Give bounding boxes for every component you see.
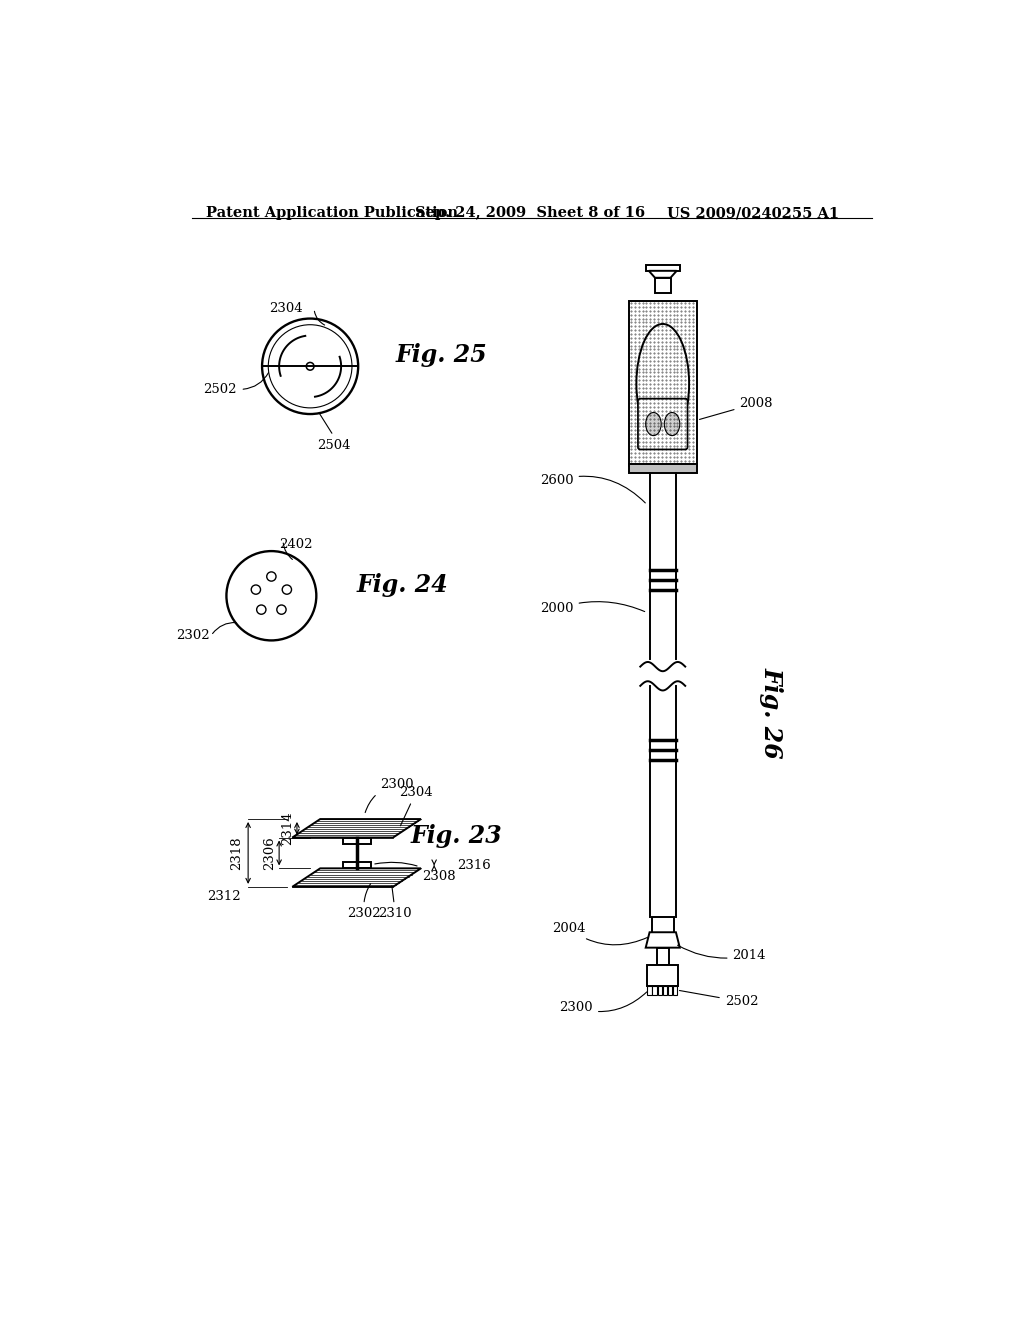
Bar [668, 986, 673, 995]
Ellipse shape [636, 323, 689, 444]
Polygon shape [646, 264, 680, 271]
Bar [652, 986, 656, 995]
Ellipse shape [665, 412, 680, 436]
Text: 2014: 2014 [678, 945, 766, 962]
Bar [629, 465, 697, 473]
Text: 2502: 2502 [680, 990, 758, 1008]
Polygon shape [292, 818, 421, 838]
Text: 2502: 2502 [203, 383, 237, 396]
Text: Fig. 25: Fig. 25 [395, 343, 487, 367]
Polygon shape [649, 271, 677, 277]
FancyBboxPatch shape [638, 399, 687, 449]
Ellipse shape [646, 412, 662, 436]
Text: 2302: 2302 [176, 630, 209, 643]
Bar [657, 986, 662, 995]
Text: 2402: 2402 [280, 539, 312, 550]
Bar [647, 986, 651, 995]
Text: 2504: 2504 [316, 440, 350, 453]
Bar [656, 948, 669, 965]
Bar [673, 986, 678, 995]
Polygon shape [343, 838, 371, 843]
Text: 2600: 2600 [540, 474, 645, 503]
Text: Patent Application Publication: Patent Application Publication [206, 206, 458, 220]
Text: 2318: 2318 [230, 836, 244, 870]
Bar [629, 301, 697, 466]
Text: Sep. 24, 2009  Sheet 8 of 16: Sep. 24, 2009 Sheet 8 of 16 [415, 206, 645, 220]
Bar [647, 965, 678, 986]
Text: Fig. 26: Fig. 26 [759, 667, 783, 759]
Bar [655, 277, 671, 293]
Text: 2314: 2314 [282, 812, 295, 845]
Text: US 2009/0240255 A1: US 2009/0240255 A1 [667, 206, 839, 220]
Circle shape [306, 363, 314, 370]
Polygon shape [343, 862, 371, 869]
Text: Fig. 24: Fig. 24 [356, 573, 449, 597]
Text: 2302: 2302 [347, 884, 381, 920]
Bar [663, 986, 668, 995]
Text: Fig. 23: Fig. 23 [411, 825, 503, 849]
Text: 2304: 2304 [399, 785, 433, 826]
Text: 2308: 2308 [375, 862, 456, 883]
Polygon shape [292, 869, 421, 887]
Text: 2316: 2316 [458, 859, 492, 871]
Text: 2000: 2000 [540, 602, 645, 615]
Text: 2310: 2310 [379, 886, 413, 920]
Bar [652, 917, 674, 936]
Text: 2304: 2304 [268, 302, 302, 315]
Text: 2312: 2312 [207, 890, 241, 903]
Polygon shape [646, 932, 680, 948]
Text: 2008: 2008 [699, 397, 773, 420]
Text: 2306: 2306 [263, 836, 276, 870]
Text: 2300: 2300 [559, 991, 647, 1014]
Text: 2300: 2300 [366, 777, 414, 813]
Text: 2004: 2004 [552, 921, 648, 945]
